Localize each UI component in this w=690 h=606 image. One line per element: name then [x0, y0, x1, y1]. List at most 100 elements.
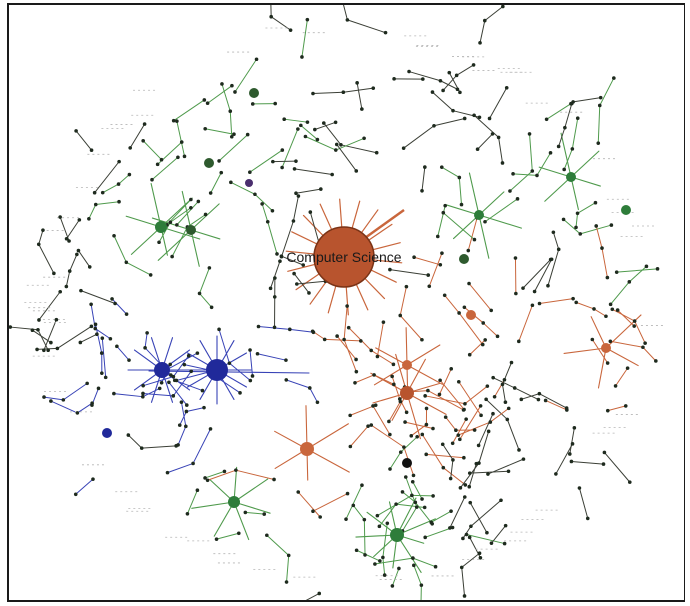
graph-node — [506, 406, 511, 411]
graph-node — [519, 397, 524, 402]
graph-edge — [400, 436, 418, 453]
green-node[interactable] — [459, 254, 469, 264]
graph-node — [461, 536, 465, 541]
graph-node — [437, 392, 442, 397]
graph-node — [49, 399, 53, 403]
graph-edge — [509, 170, 533, 192]
graph-edge — [464, 385, 488, 405]
green-node[interactable] — [474, 210, 484, 220]
green-node[interactable] — [249, 88, 259, 98]
blue-hub-node[interactable] — [154, 362, 170, 378]
graph-node — [410, 493, 414, 498]
graph-node — [449, 509, 453, 513]
graph-node — [404, 410, 409, 415]
graph-edge — [577, 202, 596, 214]
graph-node — [486, 472, 490, 476]
graph-edge — [520, 393, 540, 400]
graph-node — [625, 366, 630, 370]
orange-node[interactable] — [402, 360, 412, 370]
graph-node — [339, 143, 343, 147]
graph-node — [478, 41, 482, 45]
graph-node — [562, 167, 566, 172]
graph-node — [413, 500, 418, 505]
graph-node — [451, 108, 455, 113]
graph-node — [423, 165, 427, 169]
blue-hub-node[interactable] — [206, 359, 228, 381]
graph-node — [272, 295, 277, 299]
graph-node — [467, 471, 472, 475]
graph-node — [400, 490, 405, 494]
graph-node — [409, 434, 414, 438]
graph-node — [535, 173, 539, 178]
graph-node — [141, 383, 145, 388]
graph-node — [208, 427, 213, 431]
graph-edge — [469, 470, 510, 474]
graph-node — [203, 476, 207, 480]
graph-node — [54, 317, 59, 322]
graph-edge — [421, 166, 426, 192]
computer-science-hub-node[interactable] — [313, 226, 375, 288]
graph-node — [509, 360, 514, 365]
green-node[interactable] — [155, 221, 167, 233]
graph-node — [398, 450, 403, 454]
graph-node — [185, 512, 190, 516]
graph-edge — [111, 298, 128, 315]
green-hub-node[interactable] — [228, 496, 240, 508]
graph-edge — [346, 19, 387, 34]
graph-edge — [142, 387, 161, 398]
green-node[interactable] — [566, 172, 576, 182]
orange-node[interactable] — [601, 343, 611, 353]
graph-edge — [62, 382, 88, 401]
graph-edge — [477, 133, 494, 150]
graph-edge — [427, 390, 465, 411]
graph-edge — [570, 460, 604, 465]
graph-edge — [79, 333, 98, 343]
purple-node[interactable] — [245, 179, 253, 187]
graph-edge — [439, 379, 465, 410]
graph-edge — [38, 243, 55, 274]
graph-node — [569, 459, 574, 464]
graph-edge — [597, 347, 607, 389]
green-node[interactable] — [204, 158, 214, 168]
graph-node — [229, 134, 234, 139]
orange-hub-node[interactable] — [400, 386, 414, 400]
blue-node[interactable] — [102, 428, 112, 438]
graph-node — [67, 239, 71, 243]
dark-node[interactable] — [402, 458, 412, 468]
graph-node — [420, 189, 424, 193]
graph-node — [256, 324, 261, 329]
graph-node — [655, 267, 660, 271]
graph-node — [87, 265, 92, 269]
graph-edge — [113, 393, 144, 398]
graph-node — [95, 332, 99, 337]
graph-edge — [372, 405, 391, 436]
graph-node — [196, 199, 201, 204]
graph-node — [471, 63, 476, 67]
orange-hub-node[interactable] — [300, 442, 314, 456]
graph-node — [74, 129, 78, 133]
graph-edge — [462, 525, 472, 539]
graph-node — [556, 144, 561, 149]
graph-node — [197, 291, 202, 296]
graph-edge — [404, 421, 434, 429]
graph-node — [148, 273, 153, 277]
graph-node — [468, 500, 473, 505]
graph-node — [463, 483, 468, 487]
orange-node[interactable] — [466, 310, 476, 320]
graph-edge — [373, 364, 408, 386]
graph-edge — [473, 114, 500, 138]
green-node[interactable] — [186, 225, 196, 235]
graph-node — [512, 386, 517, 390]
graph-node — [73, 492, 78, 497]
graph-edge — [610, 281, 630, 305]
graph-edge — [171, 226, 188, 258]
graph-node — [530, 303, 535, 308]
graph-node — [284, 358, 288, 362]
green-hub-node[interactable] — [390, 528, 404, 542]
graph-edge — [634, 320, 646, 344]
graph-edge — [309, 211, 320, 245]
graph-node — [229, 180, 233, 185]
graph-edge — [180, 401, 187, 427]
graph-node — [76, 248, 81, 253]
green-node[interactable] — [621, 205, 631, 215]
